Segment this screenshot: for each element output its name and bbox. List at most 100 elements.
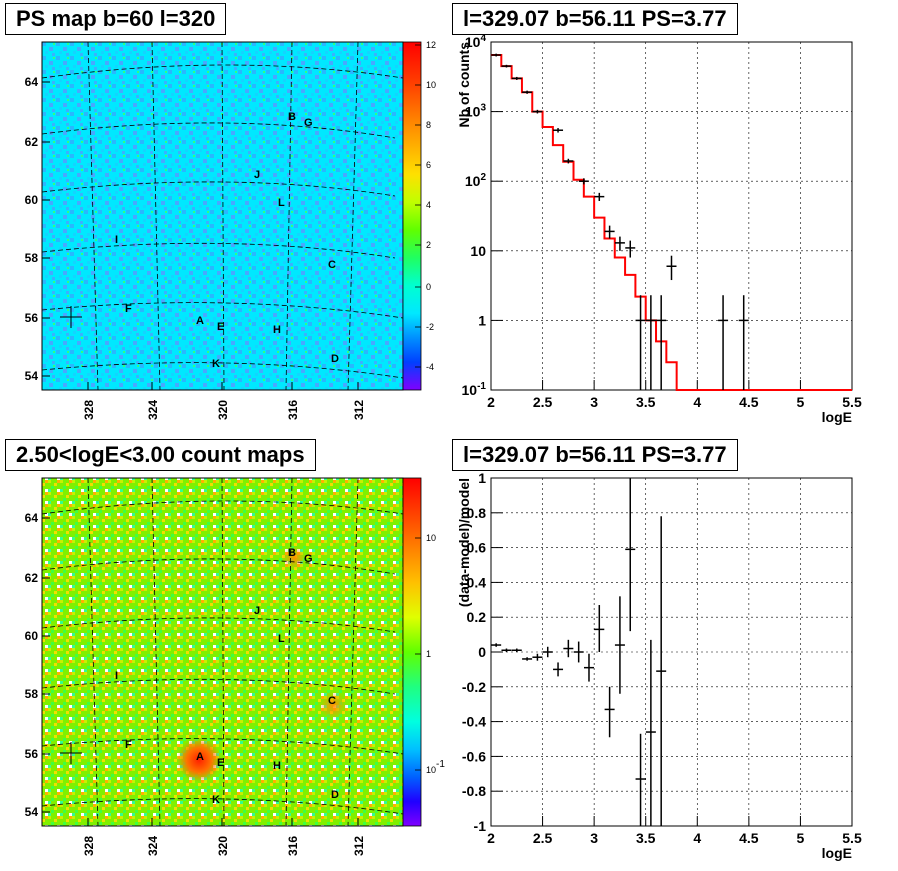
map-xtick-label: 312	[352, 836, 366, 856]
data-point	[542, 646, 553, 658]
count-map-colorbar	[402, 477, 422, 827]
data-point	[491, 643, 502, 647]
source-label-e: E	[217, 321, 224, 333]
spectrum-title: l=329.07 b=56.11 PS=3.77	[452, 3, 738, 35]
map-ytick-label: 60	[25, 193, 39, 207]
data-point	[594, 605, 605, 652]
data-point	[666, 255, 677, 281]
data-point	[578, 178, 589, 185]
ytick-label: 0.6	[467, 540, 487, 556]
ytick-label: 0.4	[467, 574, 487, 590]
map-xtick-label: 316	[286, 836, 300, 856]
colorbar-tick-label: 4	[426, 200, 431, 210]
ps-map-title: PS map b=60 l=320	[5, 3, 227, 35]
source-label-f: F	[125, 739, 132, 751]
ps-map-colorbar	[402, 41, 422, 391]
data-point	[625, 240, 636, 258]
data-point	[511, 648, 522, 652]
data-point	[614, 596, 625, 694]
xtick-label: 4.5	[739, 394, 759, 410]
residual-grid	[491, 478, 852, 826]
colorbar-tick-label: 10	[426, 80, 436, 90]
source-a-blob	[177, 738, 221, 782]
data-point	[645, 639, 656, 826]
ytick-label: 10	[470, 243, 486, 259]
data-point	[532, 653, 543, 661]
residual-panel: 2 2.5 3 3.5 4 4.5 5 5.5 -1 -0.8 -0.6 -0.4 -0.2 0 0.2 0.…	[456, 470, 862, 861]
colorbar-tick-label: 1	[426, 649, 431, 659]
map-ytick-label: 56	[25, 311, 39, 325]
source-label-k: K	[212, 794, 220, 806]
count-map-title: 2.50<logE<3.00 count maps	[5, 439, 316, 471]
data-point	[738, 295, 749, 390]
map-xtick-label: 312	[352, 400, 366, 420]
source-label-k: K	[212, 358, 220, 370]
map-ytick-label: 58	[25, 251, 39, 265]
data-point	[604, 686, 615, 738]
map-xtick-label: 320	[216, 400, 230, 420]
data-point	[635, 733, 646, 826]
xtick-label: 3.5	[636, 394, 656, 410]
ytick-label: 1	[478, 312, 486, 328]
count-map-axis: 328 324 320 316 312 64 62 60 58 56 54	[25, 511, 366, 856]
colorbar-tick-label: 6	[426, 160, 431, 170]
data-point	[553, 662, 564, 677]
xtick-label: 5.5	[842, 830, 862, 846]
source-label-e: E	[217, 757, 224, 769]
colorbar-tick-label: 8	[426, 120, 431, 130]
data-point	[563, 158, 574, 164]
map-ytick-label: 56	[25, 747, 39, 761]
data-point	[553, 128, 564, 133]
source-b-blob	[282, 546, 306, 570]
source-c-blob	[319, 691, 347, 719]
spectrum-xlabel: logE	[822, 409, 852, 425]
ps-map-axis: 328 324 320 316 312 64 62 60 58 56 54	[25, 75, 366, 420]
xtick-label: 5	[797, 830, 805, 846]
data-point	[656, 295, 667, 390]
spectrum-data-points	[491, 53, 749, 390]
data-point	[511, 76, 522, 80]
source-label-c: C	[328, 259, 336, 271]
source-label-l: L	[278, 197, 285, 209]
map-ytick-label: 64	[25, 511, 39, 525]
residual-ylabel: (data-model)/model	[456, 478, 472, 607]
colorbar-tick-label: 12	[426, 40, 436, 50]
source-label-l: L	[278, 633, 285, 645]
map-xtick-label: 316	[286, 400, 300, 420]
residual-axes: 2 2.5 3 3.5 4 4.5 5 5.5 -1 -0.8 -0.6 -0.4 -0.2 0 0.2 0.…	[462, 470, 862, 846]
data-point	[501, 648, 512, 652]
ytick-label: 1	[478, 470, 486, 486]
data-point	[625, 478, 636, 632]
source-label-h: H	[273, 760, 281, 772]
map-xtick-label: 320	[216, 836, 230, 856]
map-ytick-label: 64	[25, 75, 39, 89]
xtick-label: 4.5	[739, 830, 759, 846]
xtick-label: 3	[590, 830, 598, 846]
source-label-b: B	[288, 547, 296, 559]
source-label-a: A	[196, 751, 204, 763]
map-xtick-label: 324	[146, 400, 160, 420]
count-map-crosshair	[60, 742, 82, 764]
count-map-grid	[42, 478, 403, 826]
spectrum-ylabel: Nb of counts	[456, 42, 472, 128]
count-map-panel: B G J L I C F A E H D K 328 324 320 316 312 64 62 60 58 56 54…	[25, 477, 445, 856]
ytick-label: -1	[474, 818, 487, 834]
ps-map-colorbar-ticks: 12 10 8 6 4 2 0 -2 -4	[415, 40, 436, 372]
data-point	[501, 64, 512, 68]
ytick-label: 0.2	[467, 609, 487, 625]
map-ytick-label: 54	[25, 805, 39, 819]
ytick-label: -0.4	[462, 714, 486, 730]
spectrum-frame	[490, 41, 853, 391]
map-ytick-label: 58	[25, 687, 39, 701]
source-label-i: I	[115, 234, 118, 246]
data-point	[573, 641, 584, 663]
map-xtick-label: 324	[146, 836, 160, 856]
colorbar-tick-label: 10	[426, 533, 436, 543]
data-point	[522, 657, 533, 661]
ytick-label: 10-1	[462, 381, 487, 398]
colorbar-tick-label: 10-1	[426, 759, 445, 775]
data-point	[614, 236, 625, 251]
xtick-label: 3	[590, 394, 598, 410]
data-point	[491, 53, 502, 57]
